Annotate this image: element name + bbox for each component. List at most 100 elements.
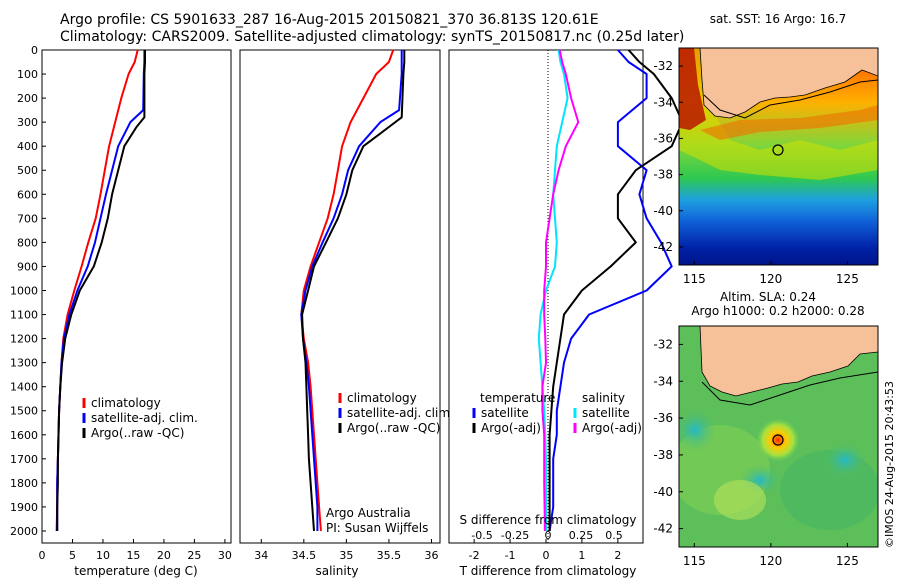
- latitude-tick-label: -32: [653, 59, 673, 73]
- longitude-tick-label: 120: [759, 272, 782, 286]
- depth-tick-label: 600: [17, 188, 38, 201]
- sla-longitude-axis: 115 120 125: [683, 543, 859, 568]
- legend-s-argo-label: Argo(-adj): [582, 421, 642, 435]
- x-tick-label: 30: [218, 549, 232, 562]
- depth-tick-label: 1000: [10, 284, 38, 297]
- s-difference-tick-label: 0.5: [605, 529, 623, 542]
- x-tick-label: 25: [187, 549, 201, 562]
- longitude-tick-label: 125: [836, 554, 859, 568]
- t-difference-x-axis: -2 -1 0 1 2: [469, 539, 621, 562]
- legend-satellite-label: satellite-adj. clim.: [347, 406, 454, 420]
- legend-climatology-label: climatology: [347, 391, 417, 405]
- latitude-tick-label: -36: [653, 131, 673, 145]
- latitude-tick-label: -32: [653, 337, 673, 351]
- sla-map-frame: [678, 325, 879, 548]
- depth-tick-label: 200: [17, 92, 38, 105]
- x-tick-label: 20: [157, 549, 171, 562]
- depth-tick-label: 1800: [10, 477, 38, 490]
- legend-climatology-label: climatology: [91, 396, 161, 410]
- salinity-axes-frame: [239, 49, 441, 544]
- legend-temperature-heading: temperature: [480, 391, 555, 405]
- sla-land-australia: [699, 326, 878, 397]
- sla-shelf-contour: [701, 371, 878, 406]
- sst-map-title: sat. SST: 16 Argo: 16.7: [710, 12, 847, 26]
- depth-axis: 0 100 200 300 400 500 600 700 800 900 1000 1100 1200…: [10, 44, 46, 538]
- latitude-tick-label: -42: [653, 240, 673, 254]
- temperature-axes-frame: [41, 49, 232, 544]
- sst-longitude-axis: 115 120 125: [683, 261, 859, 286]
- series-line-argo-raw-qc: [301, 50, 406, 532]
- sla-latitude-axis: -32 -34 -36 -38 -40 -42: [653, 337, 683, 536]
- depth-tick-label: 1200: [10, 333, 38, 346]
- depth-tick-label: 1900: [10, 501, 38, 514]
- temperature-legend: climatology satellite-adj. clim. Argo(..…: [82, 396, 198, 440]
- depth-tick-label: 300: [17, 116, 38, 129]
- longitude-tick-label: 115: [683, 272, 706, 286]
- series-line-temperature-argo-adj: [548, 49, 684, 531]
- x-tick-label: 2: [614, 549, 621, 562]
- figure-title-line-2: Climatology: CARS2009. Satellite-adjuste…: [60, 29, 685, 45]
- depth-tick-label: 1100: [10, 309, 38, 322]
- depth-tick-label: 1400: [10, 381, 38, 394]
- x-tick-label: 35: [339, 549, 353, 562]
- latitude-tick-label: -36: [653, 411, 673, 425]
- depth-tick-label: 1300: [10, 357, 38, 370]
- legend-satellite-label: satellite-adj. clim.: [91, 411, 198, 425]
- x-tick-label: 10: [96, 549, 110, 562]
- x-tick-label: 15: [126, 549, 140, 562]
- x-tick-label: 35.5: [377, 549, 402, 562]
- sla-map-panel: Altim. SLA: 0.24 Argo h1000: 0.2 h2000: …: [653, 290, 896, 568]
- sst-latitude-axis: -32 -34 -36 -38 -40 -42: [653, 59, 683, 254]
- argo-australia-note: Argo Australia: [326, 506, 411, 520]
- depth-tick-label: 1600: [10, 429, 38, 442]
- salinity-x-axis: 34 34.5 35 35.5 36: [254, 539, 438, 562]
- legend-argo-label: Argo(..raw -QC): [91, 426, 184, 440]
- s-difference-tick-label: 0: [545, 529, 552, 542]
- s-difference-tick-label: -0.5: [471, 529, 492, 542]
- difference-legend: temperature satellite Argo(-adj) salinit…: [472, 391, 642, 435]
- depth-tick-label: 2000: [10, 525, 38, 538]
- latitude-tick-label: -38: [653, 168, 673, 182]
- t-difference-x-label: T difference from climatology: [459, 564, 637, 578]
- temperature-x-axis: 0 5 10 15 20 25 30: [39, 539, 232, 562]
- x-tick-label: 5: [69, 549, 76, 562]
- depth-tick-label: 500: [17, 164, 38, 177]
- temperature-x-label: temperature (deg C): [74, 564, 197, 578]
- depth-tick-label: 800: [17, 236, 38, 249]
- depth-tick-label: 100: [17, 68, 38, 81]
- difference-panel: -2 -1 0 1 2 -0.5 -0.25 0 0.25 0.5 temperature sa…: [448, 49, 684, 578]
- sla-map-title: Altim. SLA: 0.24: [720, 290, 816, 304]
- s-difference-tick-label: 0.25: [569, 529, 594, 542]
- legend-salinity-heading: salinity: [582, 391, 625, 405]
- salinity-legend: climatology satellite-adj. clim. Argo(..…: [338, 391, 454, 435]
- latitude-tick-label: -40: [653, 485, 673, 499]
- longitude-tick-label: 125: [836, 272, 859, 286]
- x-tick-label: 36: [424, 549, 438, 562]
- sst-map-panel: sat. SST: 16 Argo: 16.7 115 120 125 -32 -34…: [653, 12, 879, 286]
- series-line-climatology: [300, 49, 395, 532]
- series-line-salinity-argo-adj: [541, 49, 580, 532]
- legend-t-argo-label: Argo(-adj): [481, 421, 541, 435]
- depth-tick-label: 0: [31, 44, 38, 57]
- longitude-tick-label: 115: [683, 554, 706, 568]
- salinity-x-label: salinity: [315, 564, 358, 578]
- x-tick-label: 34: [254, 549, 268, 562]
- sst-land-australia: [699, 48, 878, 119]
- latitude-tick-label: -34: [653, 95, 673, 109]
- latitude-tick-label: -40: [653, 204, 673, 218]
- sla-map-subtitle: Argo h1000: 0.2 h2000: 0.28: [691, 304, 864, 318]
- sst-field: [679, 48, 878, 265]
- sst-argo-position-marker: [772, 144, 784, 156]
- longitude-tick-label: 120: [759, 554, 782, 568]
- depth-tick-label: 1500: [10, 405, 38, 418]
- series-line-salinity-satellite: [537, 49, 569, 531]
- s-difference-x-label: S difference from climatology: [460, 513, 637, 527]
- sla-field: [679, 326, 878, 547]
- s-difference-x-axis: -0.5 -0.25 0 0.25 0.5: [471, 529, 622, 542]
- temperature-profiles: [55, 49, 146, 532]
- figure-title-line-1: Argo profile: CS 5901633_287 16-Aug-2015…: [60, 12, 599, 28]
- principal-investigator-note: PI: Susan Wijffels: [326, 521, 428, 535]
- s-difference-tick-label: -0.25: [501, 529, 529, 542]
- latitude-tick-label: -38: [653, 448, 673, 462]
